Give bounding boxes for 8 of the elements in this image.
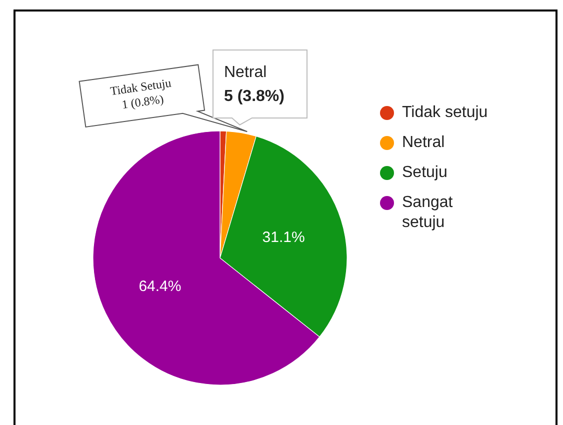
- data-label: 31.1%: [262, 228, 305, 246]
- legend-label: Netral: [402, 134, 445, 152]
- legend-label: Setuju: [402, 164, 448, 182]
- data-label: 64.4%: [138, 278, 182, 295]
- text: Netral 5 (3.8%): [224, 64, 284, 105]
- legend-label: Tidak setuju: [402, 104, 488, 122]
- legend-label: Sangat setuju: [402, 194, 454, 232]
- text: Tidak Setuju 1 (0.8%): [109, 76, 172, 112]
